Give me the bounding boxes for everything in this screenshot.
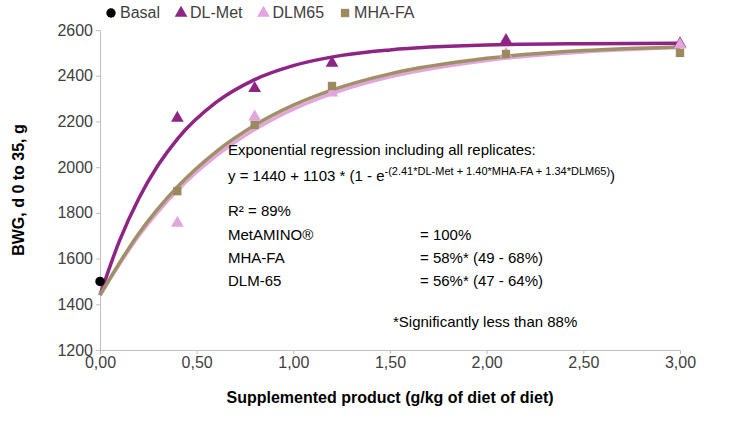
tick: 3,00 (665, 350, 696, 371)
equation-exponent: -(2.41*DL-Met + 1.40*MHA-FA + 1.34*DLM65… (385, 165, 611, 177)
tick-mark (96, 350, 100, 351)
tick: 1200 (57, 342, 100, 359)
tick-label: 1200 (57, 342, 93, 359)
legend-marker (106, 8, 115, 17)
point (171, 216, 184, 227)
tick-label: 2000 (57, 159, 93, 176)
legend-label: DL-Met (190, 4, 243, 21)
tick: 0,50 (182, 350, 213, 371)
chart: 0,000,501,001,502,002,503,00120014001600… (0, 0, 733, 423)
tick: 1600 (57, 250, 100, 267)
equation-part: y = 1440 + 1103 * (1 - e (228, 167, 385, 184)
x-axis: 0,000,501,001,502,002,503,00 (85, 350, 696, 371)
legend-marker (257, 6, 270, 17)
point (676, 49, 684, 57)
point (171, 111, 184, 122)
tick-label: 1400 (57, 296, 93, 313)
legend: Basal DL-Met DLM65 MHA-FA (106, 4, 415, 21)
equation-part: ) (610, 167, 615, 184)
point (502, 50, 510, 58)
point (674, 38, 687, 49)
tick: 1400 (57, 296, 100, 313)
tick-label: 1,00 (278, 354, 309, 371)
fit-curve (100, 43, 680, 295)
tick: 2400 (57, 67, 100, 84)
tick-mark (96, 30, 100, 31)
annotation-text: = 58%* (49 - 68%) (420, 249, 543, 266)
legend-marker (175, 6, 188, 17)
tick-mark (96, 259, 100, 260)
tick: 1800 (57, 204, 100, 221)
tick-label: 2600 (57, 22, 93, 39)
point (250, 121, 258, 129)
fit-curve (100, 47, 680, 295)
tick-mark (96, 121, 100, 122)
point (248, 81, 261, 92)
tick-label: 0,50 (182, 354, 213, 371)
tick: 2200 (57, 113, 100, 130)
tick-label: 1600 (57, 250, 93, 267)
tick: 1,50 (375, 350, 406, 371)
x-axis-title: Supplemented product (g/kg of diet of di… (226, 389, 553, 406)
tick-mark (96, 213, 100, 214)
tick-label: 1,50 (375, 354, 406, 371)
tick-mark (96, 76, 100, 77)
y-axis: 1200 1400 1600 1800 2000 2200 2400 2600 (57, 22, 100, 359)
point (500, 33, 513, 44)
tick-label: 2200 (57, 113, 93, 130)
marks (95, 33, 686, 295)
annotation-text: MetAMINO® (228, 226, 313, 243)
tick: 2,00 (472, 350, 503, 371)
annotation-text: MHA-FA (228, 249, 285, 266)
equation: y = 1440 + 1103 * (1 - e-(2.41*DL-Met + … (228, 165, 615, 184)
tick: 2,50 (568, 350, 599, 371)
legend-marker (341, 9, 349, 17)
annotation-text: = 100% (420, 226, 471, 243)
annotation-text: R² = 89% (228, 202, 291, 219)
fit-curve (100, 48, 680, 296)
point (95, 277, 104, 286)
legend-label: Basal (120, 4, 160, 21)
point (248, 110, 261, 121)
axis-line (100, 31, 101, 351)
tick: 2600 (57, 22, 100, 39)
tick-mark (96, 167, 100, 168)
footnote: *Significantly less than 88% (393, 313, 577, 330)
point (328, 82, 336, 90)
tick-label: 1800 (57, 204, 93, 221)
tick-label: 2,00 (472, 354, 503, 371)
tick: 2000 (57, 159, 100, 176)
annotation-text: = 56%* (47 - 64%) (420, 272, 543, 289)
annotation-text: DLM-65 (228, 272, 281, 289)
point (500, 47, 513, 58)
tick-label: 2400 (57, 67, 93, 84)
point (326, 56, 339, 67)
plot: 0,000,501,001,502,002,503,00120014001600… (57, 22, 696, 371)
y-axis-title: BWG, d 0 to 35, g (10, 124, 27, 256)
tick-label: 3,00 (665, 354, 696, 371)
point (173, 187, 181, 195)
annotation: Exponential regression including all rep… (228, 141, 615, 330)
tick-mark (96, 304, 100, 305)
tick-label: 2,50 (568, 354, 599, 371)
tick: 1,00 (278, 350, 309, 371)
legend-label: MHA-FA (354, 4, 415, 21)
legend-label: DLM65 (272, 4, 324, 21)
annotation-text: Exponential regression including all rep… (228, 141, 536, 158)
